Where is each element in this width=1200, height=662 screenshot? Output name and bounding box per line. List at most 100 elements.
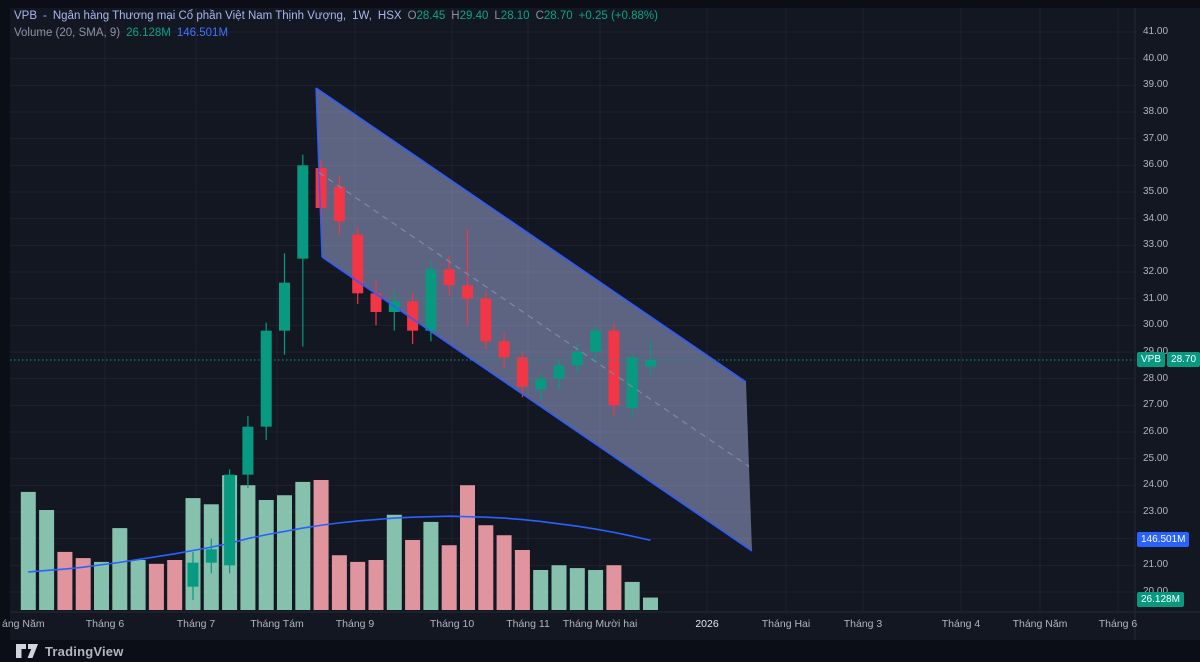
- volume-bar-up: [643, 597, 658, 610]
- volume-bar-down: [496, 535, 512, 610]
- candle-up: [279, 282, 290, 331]
- ohlc-high: H 29.40: [451, 10, 489, 22]
- candle-up: [535, 378, 547, 390]
- volume-bar-up: [240, 485, 256, 610]
- symbol-row[interactable]: VPB - Ngân hàng Thương mại Cổ phần Việt …: [14, 8, 658, 25]
- volume-bar-up: [551, 565, 567, 610]
- volume-bar-down: [514, 550, 530, 610]
- channel-mid-line[interactable]: [318, 172, 750, 467]
- candle-down: [498, 341, 510, 358]
- parallel-channel-fill[interactable]: [316, 88, 752, 551]
- price-tick-label: 25.00: [1143, 452, 1169, 464]
- symbol-interval[interactable]: 1W,: [352, 10, 372, 22]
- time-tick-label: 2026: [695, 618, 719, 630]
- price-tick-label: 41.00: [1143, 25, 1169, 37]
- candle-up: [571, 351, 583, 366]
- indicator-volume-value: 26.128M: [126, 27, 171, 39]
- price-tick-label: 39.00: [1143, 79, 1169, 91]
- ohlc-open: O 28.45: [407, 10, 446, 22]
- indicator-ma-value: 146.501M: [176, 27, 229, 39]
- footer-bar: TradingView: [0, 640, 1200, 662]
- price-tick-label: 20.00: [1143, 586, 1168, 597]
- price-tick-label: 37.00: [1143, 132, 1169, 144]
- candle-down: [608, 330, 620, 406]
- volume-bar-up: [624, 581, 640, 610]
- volume-bar-up: [533, 570, 549, 610]
- last-price-badge: VPB 28.70: [1137, 351, 1200, 367]
- time-tick-label: áng Năm: [2, 618, 45, 630]
- candle-up: [224, 474, 236, 566]
- candle-down: [516, 357, 528, 387]
- legend: VPB - Ngân hàng Thương mại Cổ phần Việt …: [14, 8, 658, 42]
- time-tick-label: Tháng 6: [1098, 618, 1138, 630]
- volume-ma-badge: 146.501M: [1137, 532, 1190, 548]
- price-tick-label: 31.00: [1143, 292, 1169, 304]
- candle-down: [407, 301, 419, 331]
- volume-bar-down: [350, 561, 366, 610]
- volume-bar-down: [478, 525, 494, 610]
- time-tick-label: Tháng Mười hai: [562, 618, 638, 630]
- volume-bar-down: [606, 565, 622, 610]
- volume-bar-down: [75, 558, 91, 610]
- time-tick-label: Tháng 9: [335, 618, 375, 630]
- price-tick-label: 28.00: [1143, 372, 1169, 384]
- volume-bar-up: [569, 568, 585, 610]
- price-tick-label: 30.00: [1143, 319, 1169, 331]
- volume-bar-down: [167, 560, 183, 610]
- symbol-exchange[interactable]: HSX: [377, 10, 402, 22]
- price-tick-label: 26.00: [1143, 425, 1169, 437]
- time-tick-label: Tháng 6: [85, 618, 125, 630]
- last-price-badge-symbol: VPB: [1137, 351, 1166, 367]
- price-tick-label: 40.00: [1143, 52, 1169, 64]
- channel-lower-line[interactable]: [321, 256, 753, 552]
- volume-bar-down: [405, 540, 421, 610]
- candle-up: [260, 330, 272, 427]
- volume-bar-down: [441, 545, 457, 610]
- parallel-channel-drawing[interactable]: [315, 87, 753, 552]
- time-tick-label: Tháng Tám: [250, 618, 304, 630]
- indicator-label[interactable]: Volume (20, SMA, 9): [14, 27, 121, 39]
- price-tick-label: 32.00: [1143, 265, 1169, 277]
- time-tick-label: Tháng 11: [506, 618, 550, 630]
- top-frame: [0, 0, 1200, 8]
- price-tick-label: 23.00: [1143, 505, 1169, 517]
- channel-upper-line[interactable]: [315, 87, 747, 383]
- price-change: +0.25 (+0.88%): [578, 10, 658, 22]
- tradingview-wordmark[interactable]: TradingView: [45, 643, 124, 659]
- symbol-name[interactable]: VPB: [14, 10, 38, 22]
- price-tick-label: 27.00: [1143, 399, 1169, 411]
- symbol-separator: -: [43, 10, 47, 22]
- candle-up: [590, 330, 602, 352]
- candle-up: [297, 165, 309, 259]
- volume-bar-up: [94, 561, 109, 610]
- candle-down: [462, 285, 473, 299]
- left-frame: [0, 8, 10, 640]
- last-price-badge-value: 28.70: [1167, 351, 1200, 367]
- symbol-description[interactable]: Ngân hàng Thương mại Cổ phần Việt Nam Th…: [52, 10, 347, 22]
- candle-down: [443, 269, 455, 286]
- volume-layer: [20, 475, 658, 610]
- candle-up: [626, 357, 638, 408]
- price-tick-label: 33.00: [1143, 239, 1169, 251]
- price-tick-label: 35.00: [1143, 185, 1169, 197]
- volume-bar-up: [423, 521, 439, 610]
- candle-up: [205, 549, 217, 563]
- grid-layer: [10, 8, 1135, 612]
- volume-bar-up: [588, 570, 604, 610]
- time-tick-label: Tháng Năm: [1012, 618, 1068, 630]
- ohlc-close: C 28.70: [535, 10, 573, 22]
- volume-bar-up: [20, 491, 36, 610]
- price-tick-label: 24.00: [1143, 479, 1169, 491]
- time-tick-label: Tháng 4: [941, 618, 981, 630]
- time-tick-label: Tháng 7: [176, 618, 216, 630]
- tradingview-logo-icon[interactable]: [16, 643, 38, 659]
- candle-up: [242, 426, 254, 475]
- volume-bar-up: [39, 510, 55, 610]
- price-tick-label: 29.00: [1143, 346, 1168, 357]
- time-tick-label: Tháng Hai: [761, 618, 811, 630]
- indicator-row[interactable]: Volume (20, SMA, 9) 26.128M 146.501M: [14, 25, 658, 42]
